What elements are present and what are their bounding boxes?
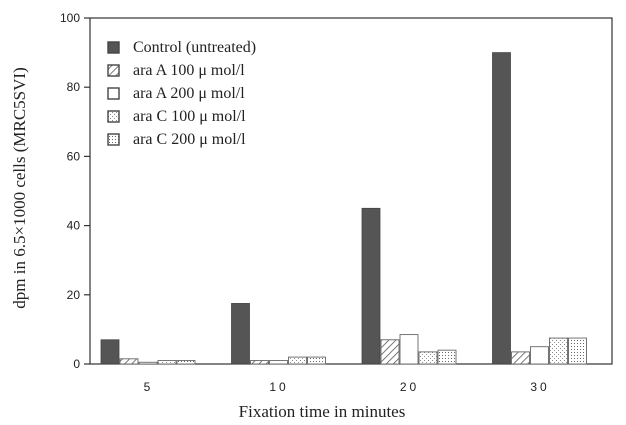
- y-tick-label: 80: [67, 80, 81, 94]
- x-tick-label: 30: [530, 380, 549, 394]
- bar: [138, 361, 158, 365]
- y-tick-label: 100: [60, 11, 80, 25]
- bar: [269, 360, 288, 365]
- bar: [250, 360, 269, 365]
- bar: [176, 360, 196, 365]
- y-axis-title: dpm in 6.5×1000 cells (MRC5SVI): [10, 67, 29, 308]
- y-tick-label: 20: [67, 288, 81, 302]
- bar: [380, 339, 400, 365]
- bar: [157, 360, 177, 365]
- bar: [288, 356, 307, 365]
- legend-swatch: [107, 87, 120, 100]
- bar: [530, 346, 549, 365]
- legend-swatch: [107, 64, 120, 77]
- x-axis-title: Fixation time in minutes: [239, 402, 406, 421]
- legend-label: ara A 100 μ mol/l: [133, 62, 245, 79]
- bar: [399, 334, 419, 365]
- bar: [119, 358, 139, 365]
- bar: [361, 207, 381, 365]
- bar: [100, 339, 120, 365]
- x-tick-label: 20: [400, 380, 419, 394]
- legend-swatch: [107, 41, 120, 54]
- bar: [568, 337, 587, 365]
- legend-label: Control (untreated): [133, 39, 256, 56]
- y-tick-label: 40: [67, 219, 81, 233]
- x-tick-label: 10: [269, 380, 288, 394]
- bars: [100, 52, 587, 365]
- bar: [511, 351, 530, 365]
- axes: 0 20 40 60 80 100 5 10 20 30: [60, 11, 549, 394]
- y-tick-label: 60: [67, 149, 81, 163]
- legend-label: ara C 200 μ mol/l: [133, 131, 246, 148]
- bar: [418, 351, 438, 365]
- plot-area: [89, 17, 613, 365]
- bar: [231, 303, 250, 365]
- legend-swatch: [107, 110, 120, 123]
- bar: [307, 356, 326, 365]
- legend-label: ara A 200 μ mol/l: [133, 85, 245, 102]
- plot-frame: [89, 17, 613, 365]
- legend-swatch: [107, 133, 120, 146]
- legend: Control (untreated) ara A 100 μ mol/l ara …: [107, 39, 256, 148]
- bar: [549, 337, 568, 365]
- legend-label: ara C 100 μ mol/l: [133, 108, 246, 125]
- bar: [492, 52, 511, 365]
- bar: [437, 349, 457, 365]
- x-tick-label: 5: [144, 380, 154, 394]
- y-tick-label: 0: [73, 357, 80, 371]
